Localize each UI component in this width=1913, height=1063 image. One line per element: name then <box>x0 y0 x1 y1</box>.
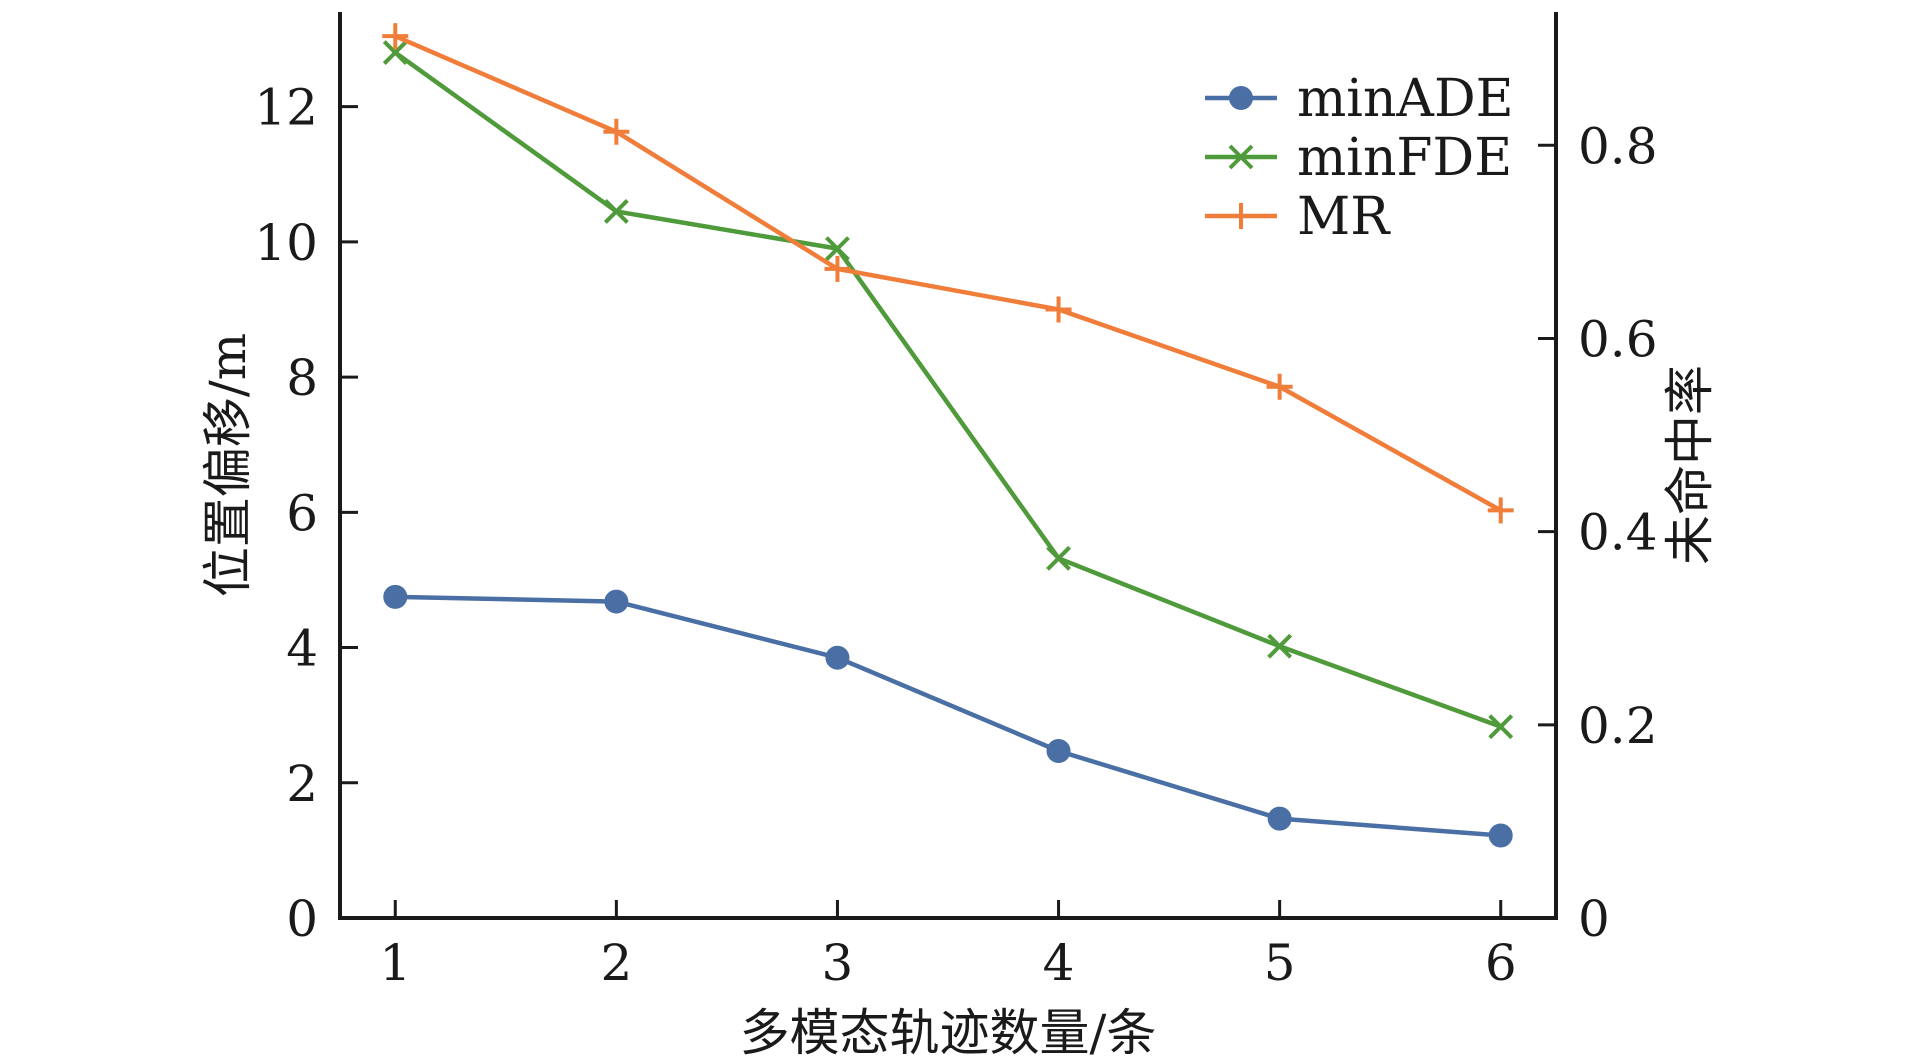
legend-item-minade: minADE <box>1205 69 1514 129</box>
data-point-minade <box>604 589 629 614</box>
left-y-tick-label: 2 <box>286 755 318 813</box>
left-y-tick-label: 4 <box>286 620 318 678</box>
right-y-tick-label: 0 <box>1578 890 1610 948</box>
right-y-axis-title: 未命中率 <box>1661 365 1719 565</box>
x-tick-label: 1 <box>379 934 411 992</box>
legend-swatch-marker <box>1228 203 1254 229</box>
data-point-minfde <box>382 40 408 65</box>
left-y-axis-title: 位置偏移/m <box>199 333 257 597</box>
right-y-tick-label: 0.8 <box>1578 117 1658 175</box>
series-line-minade <box>395 594 1501 838</box>
data-point-minfde <box>1267 633 1293 659</box>
data-point-minfde <box>603 199 629 224</box>
legend-swatch-marker <box>1228 144 1254 170</box>
legend-label: minADE <box>1297 69 1514 129</box>
data-point-mr <box>603 118 630 145</box>
data-point-mr <box>382 23 409 50</box>
right-y-tick-label: 0.4 <box>1578 504 1658 562</box>
left-y-tick-label: 8 <box>286 349 318 407</box>
data-point-minfde <box>1046 545 1071 571</box>
data-point-mr <box>1045 296 1072 323</box>
left-y-tick-label: 12 <box>254 79 318 137</box>
data-point-minade <box>1046 738 1071 763</box>
data-point-minade <box>1267 806 1292 831</box>
legend-swatch-marker <box>1229 86 1253 110</box>
x-tick-label: 2 <box>600 934 632 992</box>
x-axis-title: 多模态轨迹数量/条 <box>740 1004 1157 1062</box>
data-point-mr <box>1487 497 1514 524</box>
data-point-minade <box>1488 823 1513 848</box>
legend-item-minfde: minFDE <box>1205 128 1512 188</box>
x-tick-label: 6 <box>1485 934 1517 992</box>
right-y-tick-label: 0.6 <box>1578 310 1658 368</box>
right-y-tick-label: 0.2 <box>1578 697 1658 755</box>
series-layer <box>382 23 1514 848</box>
left-y-tick-label: 10 <box>254 214 318 272</box>
axes <box>338 12 1558 920</box>
legend-label: minFDE <box>1297 128 1512 188</box>
data-point-minade <box>383 584 408 609</box>
x-tick-label: 4 <box>1043 934 1075 992</box>
data-point-minfde <box>1488 714 1514 740</box>
data-point-mr <box>824 255 851 282</box>
x-tick-label: 5 <box>1264 934 1296 992</box>
left-y-tick-label: 0 <box>286 890 318 948</box>
series-line-mr <box>394 34 1502 513</box>
x-tick-label: 3 <box>822 934 854 992</box>
legend-label: MR <box>1297 187 1391 247</box>
data-point-minade <box>825 645 850 670</box>
series-line-minfde <box>393 50 1502 729</box>
data-point-minfde <box>825 236 850 262</box>
left-y-tick-label: 6 <box>286 484 318 542</box>
legend-item-mr: MR <box>1205 187 1391 247</box>
data-point-mr <box>1266 373 1293 400</box>
